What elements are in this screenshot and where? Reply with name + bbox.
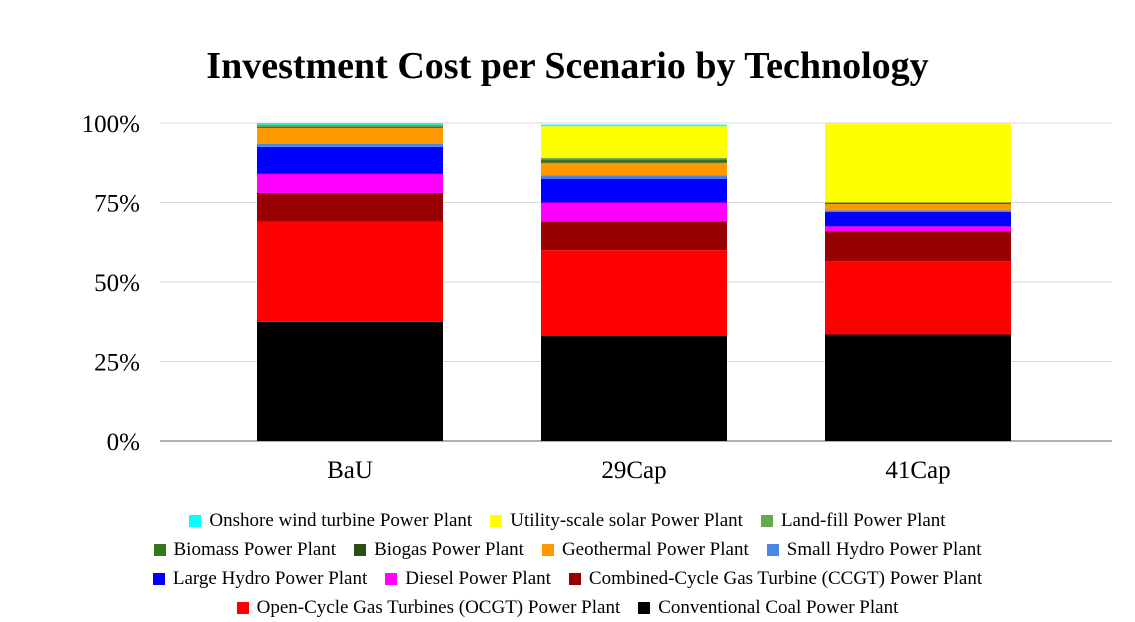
legend-label: Conventional Coal Power Plant <box>658 596 899 618</box>
legend-label: Small Hydro Power Plant <box>786 538 982 560</box>
legend-item: Combined-Cycle Gas Turbine (CCGT) Power … <box>568 567 983 590</box>
legend-item: Biogas Power Plant <box>354 539 524 561</box>
bar-segment <box>541 124 727 127</box>
bar-segment <box>825 123 1011 203</box>
legend-swatch <box>152 572 165 585</box>
bar-segment <box>257 127 443 144</box>
legend-row: Biomass Power Plant Biogas Power Plant Geo… <box>0 535 1135 564</box>
bar-segment <box>257 146 443 174</box>
legend-label: Combined-Cycle Gas Turbine (CCGT) Power … <box>588 567 983 589</box>
bar-segment <box>825 202 1011 204</box>
y-tick-label: 75% <box>94 191 140 218</box>
legend-label: Open-Cycle Gas Turbines (OCGT) Power Pla… <box>256 596 621 618</box>
legend-swatch <box>153 543 166 556</box>
bar-segment <box>257 192 443 222</box>
legend-label: Utility-scale solar Power Plant <box>510 509 743 531</box>
legend-swatch <box>638 601 651 614</box>
bar-segment <box>825 261 1011 335</box>
y-tick-label: 50% <box>94 270 140 297</box>
stacked-bar-chart: 0% 25% 50% 75% 100% BaU 29Cap 41Cap <box>82 111 1112 484</box>
chart-legend: Onshore wind turbine Power Plant Utility-… <box>0 506 1135 622</box>
bar-segment <box>541 126 727 158</box>
bar-segment <box>825 226 1011 232</box>
legend-label: Land-fill Power Plant <box>780 509 946 531</box>
bar-segment <box>257 173 443 193</box>
legend-row: Large Hydro Power Plant Diesel Power Plan… <box>0 564 1135 593</box>
legend-swatch <box>568 572 581 585</box>
bar-segment <box>825 231 1011 262</box>
legend-row: Onshore wind turbine Power Plant Utility-… <box>0 506 1135 535</box>
legend-item: Large Hydro Power Plant <box>152 567 368 590</box>
legend-swatch <box>541 543 554 556</box>
bar-segment <box>541 250 727 337</box>
legend-swatch <box>189 514 202 527</box>
legend-item: Geothermal Power Plant <box>541 538 749 561</box>
legend-label: Diesel Power Plant <box>405 567 551 589</box>
x-tick-label: BaU <box>327 457 373 484</box>
legend-swatch <box>490 514 503 527</box>
bar-segment <box>257 126 443 128</box>
legend-label: Onshore wind turbine Power Plant <box>209 509 473 531</box>
bar-segment <box>257 123 443 125</box>
legend-swatch <box>766 543 779 556</box>
bar-segment <box>541 178 727 203</box>
legend-item: Biomass Power Plant <box>153 538 337 561</box>
y-tick-label: 100% <box>82 111 140 138</box>
y-tick-label: 25% <box>94 350 140 377</box>
legend-row: Open-Cycle Gas Turbines (OCGT) Power Pla… <box>0 593 1135 622</box>
bar-segment <box>257 321 443 441</box>
x-tick-label: 29Cap <box>601 457 666 484</box>
legend-item: Conventional Coal Power Plant <box>638 597 898 619</box>
legend-swatch <box>354 543 367 556</box>
x-tick-label: 41Cap <box>885 457 950 484</box>
bar-segment <box>541 202 727 222</box>
bar-segment <box>825 204 1011 211</box>
bar-segment <box>541 221 727 251</box>
legend-item: Diesel Power Plant <box>385 568 551 590</box>
legend-label: Geothermal Power Plant <box>561 538 749 560</box>
legend-label: Large Hydro Power Plant <box>172 567 368 589</box>
bar-segment <box>257 221 443 322</box>
bar-segment <box>541 159 727 162</box>
legend-item: Land-fill Power Plant <box>760 509 946 532</box>
legend-item: Open-Cycle Gas Turbines (OCGT) Power Pla… <box>236 596 621 619</box>
bar-segment <box>257 126 443 127</box>
legend-swatch <box>760 514 773 527</box>
bar-segment <box>825 210 1011 213</box>
bar-segment <box>541 161 727 163</box>
bar-segment <box>825 203 1011 205</box>
bar-segment <box>541 175 727 179</box>
bar-segment <box>541 157 727 160</box>
legend-swatch <box>385 572 398 585</box>
chart-title: Investment Cost per Scenario by Technolo… <box>206 45 929 87</box>
legend-label: Biogas Power Plant <box>374 538 524 560</box>
bar-segment <box>541 336 727 441</box>
legend-label: Biomass Power Plant <box>173 538 337 560</box>
bar-segment <box>257 124 443 127</box>
legend-item: Utility-scale solar Power Plant <box>490 510 743 532</box>
bar-segment <box>541 162 727 176</box>
bar-segment <box>257 143 443 147</box>
legend-item: Small Hydro Power Plant <box>766 538 982 561</box>
legend-swatch <box>236 601 249 614</box>
y-tick-label: 0% <box>107 429 140 456</box>
legend-item: Onshore wind turbine Power Plant <box>189 510 472 532</box>
bar-segment <box>825 212 1011 227</box>
bar-segment <box>825 334 1011 441</box>
